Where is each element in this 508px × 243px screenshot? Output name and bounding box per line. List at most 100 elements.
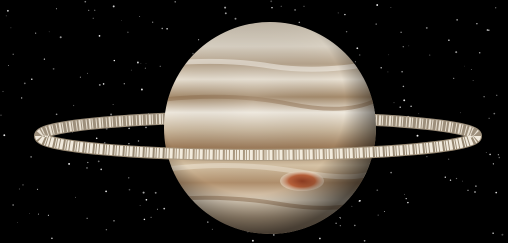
- star: [456, 178, 457, 179]
- star: [137, 62, 139, 64]
- star: [340, 225, 341, 226]
- star: [140, 205, 141, 206]
- star: [359, 55, 360, 56]
- star: [150, 217, 151, 218]
- star: [340, 218, 341, 219]
- star: [376, 4, 378, 6]
- star: [364, 240, 366, 242]
- star: [453, 78, 454, 79]
- star: [96, 138, 98, 140]
- star: [403, 86, 405, 88]
- star: [44, 58, 45, 59]
- star: [471, 69, 472, 70]
- star: [344, 14, 345, 15]
- star: [252, 240, 254, 242]
- star: [410, 105, 412, 107]
- star: [146, 199, 148, 201]
- star: [48, 215, 49, 216]
- star: [145, 127, 147, 129]
- star: [455, 51, 457, 53]
- star: [473, 80, 474, 81]
- star: [359, 200, 361, 202]
- star: [495, 7, 496, 8]
- star: [375, 23, 376, 24]
- star: [24, 83, 26, 85]
- star: [406, 198, 407, 199]
- star: [346, 31, 347, 32]
- star: [146, 63, 147, 64]
- star: [56, 8, 57, 9]
- star: [319, 238, 321, 240]
- star: [174, 1, 175, 2]
- star: [462, 181, 463, 182]
- star: [13, 54, 14, 55]
- star: [299, 22, 301, 24]
- star: [401, 71, 403, 73]
- star: [352, 206, 353, 207]
- star: [378, 214, 379, 215]
- star: [448, 39, 449, 40]
- star: [6, 16, 7, 17]
- star: [88, 10, 89, 11]
- star: [456, 19, 457, 20]
- star: [104, 142, 105, 143]
- star: [35, 33, 36, 34]
- star: [273, 234, 275, 236]
- star: [0, 115, 1, 116]
- star: [84, 1, 86, 3]
- star: [128, 128, 130, 130]
- star: [388, 54, 389, 55]
- star: [207, 221, 208, 222]
- star: [496, 95, 497, 96]
- star: [105, 190, 107, 192]
- star: [356, 47, 358, 49]
- star: [113, 5, 115, 7]
- star: [376, 189, 378, 191]
- star: [198, 39, 199, 40]
- star: [98, 161, 100, 163]
- star: [124, 83, 125, 84]
- star: [37, 189, 38, 190]
- star: [408, 46, 409, 47]
- star: [60, 36, 62, 38]
- scene: [0, 0, 508, 243]
- star: [2, 91, 3, 92]
- star: [99, 35, 101, 37]
- star: [75, 197, 76, 198]
- star: [145, 68, 146, 69]
- star: [80, 77, 81, 78]
- star: [493, 113, 495, 115]
- star: [270, 0, 272, 2]
- star: [489, 118, 490, 119]
- star: [160, 66, 161, 67]
- star: [129, 189, 131, 191]
- star: [138, 140, 139, 141]
- star: [335, 223, 336, 224]
- star: [380, 67, 382, 69]
- star: [8, 65, 9, 66]
- star: [448, 159, 449, 160]
- star: [400, 32, 401, 33]
- star: [131, 70, 132, 71]
- star: [492, 232, 493, 233]
- star: [110, 114, 112, 116]
- star: [87, 73, 88, 74]
- star: [418, 113, 419, 114]
- star: [10, 27, 11, 28]
- star: [100, 169, 102, 171]
- star: [394, 102, 395, 103]
- star: [143, 192, 145, 194]
- star: [166, 28, 168, 30]
- star: [475, 185, 477, 187]
- star: [429, 55, 430, 56]
- star: [87, 218, 88, 219]
- star: [141, 89, 143, 91]
- star: [403, 46, 404, 47]
- star: [486, 152, 487, 153]
- star: [152, 22, 153, 23]
- star: [113, 104, 114, 105]
- star: [464, 66, 465, 67]
- star: [399, 106, 400, 107]
- star: [157, 209, 158, 210]
- star: [94, 10, 95, 11]
